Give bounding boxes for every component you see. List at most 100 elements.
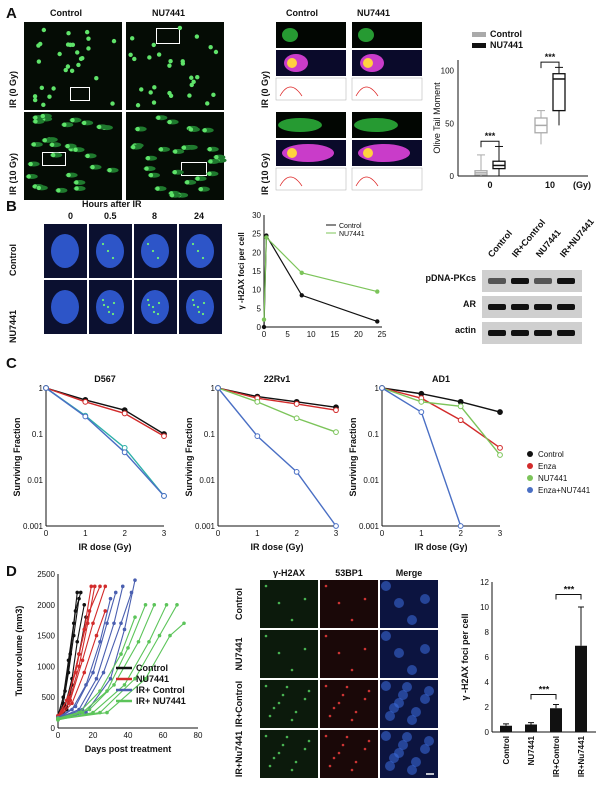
data-point bbox=[126, 646, 130, 650]
comet-head bbox=[32, 94, 38, 99]
y-tick-label: 8 bbox=[485, 628, 490, 637]
data-point bbox=[113, 590, 118, 595]
micro-dot bbox=[303, 597, 307, 601]
data-point bbox=[73, 609, 78, 613]
foci-dot bbox=[196, 249, 200, 253]
micro-dot bbox=[337, 601, 341, 605]
zoom-box bbox=[181, 162, 207, 176]
micro-dot bbox=[407, 715, 417, 725]
data-point bbox=[161, 493, 167, 499]
y-axis-label: Surviving Fraction bbox=[12, 417, 22, 496]
data-point bbox=[457, 523, 464, 529]
micrograph-tile bbox=[320, 630, 378, 678]
foci-dot bbox=[201, 256, 205, 260]
data-point bbox=[91, 670, 95, 675]
comet-head bbox=[26, 174, 31, 179]
comet-head bbox=[148, 90, 153, 95]
bar-category-label: Control bbox=[502, 736, 511, 764]
micro-dot bbox=[277, 651, 281, 655]
heat-core bbox=[363, 58, 373, 68]
micro-dot bbox=[420, 744, 430, 754]
legend-label: Enza+NU7441 bbox=[538, 486, 591, 495]
micro-dot bbox=[363, 647, 367, 651]
x-tick-label: 1 bbox=[419, 529, 424, 538]
data-point bbox=[98, 639, 102, 644]
data-point bbox=[63, 689, 67, 693]
comet-head bbox=[107, 168, 112, 173]
comet-head bbox=[198, 186, 204, 192]
comet-head bbox=[167, 63, 172, 68]
data-point bbox=[136, 639, 141, 644]
blot-band bbox=[557, 278, 575, 284]
data-point bbox=[333, 407, 339, 414]
foci-dot bbox=[147, 303, 151, 307]
data-point bbox=[112, 683, 116, 687]
blot-band bbox=[557, 330, 575, 336]
zoom-box bbox=[156, 28, 180, 44]
data-point bbox=[299, 270, 304, 276]
comet-head bbox=[169, 193, 175, 198]
comet-head bbox=[57, 51, 62, 57]
comet-head bbox=[75, 50, 80, 55]
panel-label-d: D bbox=[6, 563, 17, 580]
micro-dot bbox=[367, 739, 371, 743]
x-axis-label: IR dose (Gy) bbox=[78, 542, 131, 552]
data-point bbox=[105, 710, 109, 715]
western-blot: ControlIR+ControlNU7441IR+NU7441pDNA-PKc… bbox=[425, 217, 596, 344]
micro-col-label: Merge bbox=[396, 568, 423, 578]
micro-dot bbox=[290, 618, 294, 622]
y-axis-label: γ -H2AX foci per cell bbox=[237, 232, 246, 309]
micro-dot bbox=[307, 739, 311, 743]
comet-head bbox=[168, 93, 174, 98]
legend-label: Control bbox=[136, 663, 168, 673]
x-tick-label: 0 bbox=[56, 731, 61, 740]
micro-dot bbox=[328, 714, 332, 718]
micro-dot bbox=[277, 751, 281, 755]
tumor-growth-chart: 0 500 1000 1500 2000 2500 0 20 40 60 80 Tumor volum… bbox=[14, 570, 203, 754]
y-tick-label: 0.1 bbox=[368, 430, 380, 439]
data-point bbox=[66, 695, 71, 699]
micro-dot bbox=[337, 651, 341, 655]
blot-band bbox=[488, 304, 506, 310]
profile-box bbox=[351, 167, 423, 191]
nucleus bbox=[186, 290, 214, 324]
survival-curve bbox=[381, 387, 501, 413]
y-axis-label: Surviving Fraction bbox=[348, 417, 358, 496]
y-tick-label: 1 bbox=[39, 384, 44, 393]
zoom-box bbox=[42, 152, 66, 166]
legend-label: IR+ Control bbox=[136, 685, 185, 695]
micro-dot bbox=[324, 634, 328, 638]
h2ax-foci-timecourse: 0 5 10 15 20 25 30 0 5 10 15 20 25 γ -H2AX foci per c… bbox=[237, 211, 387, 339]
micro-dot bbox=[277, 601, 281, 605]
micro-dot bbox=[264, 684, 268, 688]
profile-box bbox=[275, 167, 347, 191]
data-point bbox=[457, 403, 464, 410]
data-point bbox=[261, 317, 267, 322]
series-line bbox=[263, 233, 378, 328]
data-point bbox=[299, 293, 304, 298]
comet-head bbox=[129, 36, 135, 41]
comet-zoom-panels bbox=[275, 22, 423, 191]
comet-head bbox=[147, 55, 152, 60]
data-point bbox=[333, 429, 339, 435]
foci-dot bbox=[152, 310, 156, 314]
comet-head bbox=[191, 79, 196, 85]
hours-0-5: 0.5 bbox=[104, 211, 117, 221]
data-point bbox=[119, 621, 123, 626]
survival-curves: 0.001 0.01 0.1 1 0 1 2 3 D567 Surviving Fraction I… bbox=[12, 374, 591, 552]
x-tick-label: 2 bbox=[458, 529, 463, 538]
foci-dot bbox=[156, 312, 160, 316]
comet-head bbox=[168, 58, 173, 64]
y-tick-label: 4 bbox=[485, 678, 490, 687]
comet-head bbox=[187, 93, 192, 98]
data-point bbox=[103, 584, 108, 589]
comet-head bbox=[94, 76, 99, 81]
data-point bbox=[105, 621, 109, 626]
blot-band bbox=[511, 330, 529, 336]
zoom-col-control-label: Control bbox=[286, 8, 318, 18]
y-tick-label: 20 bbox=[252, 248, 261, 257]
comet-head bbox=[47, 94, 52, 99]
x-tick-label: 3 bbox=[498, 529, 503, 538]
comet-head bbox=[152, 85, 157, 90]
micro-row-label: Control bbox=[234, 588, 244, 620]
